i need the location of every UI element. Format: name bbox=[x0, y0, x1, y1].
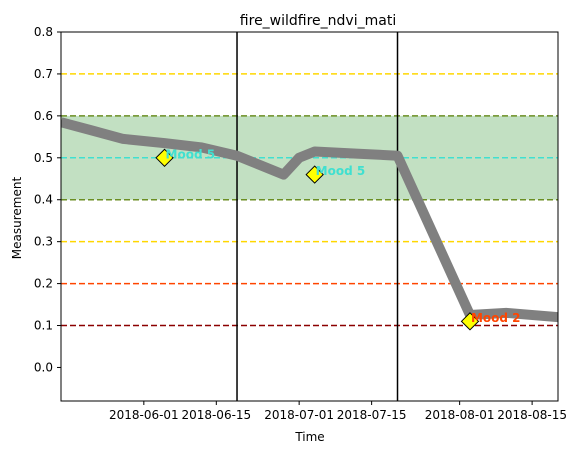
plot-area: Mood 5 Mood 5 Mood 2 0.0 0.1 0.2 0.3 0.4 0.5 0.6 0… bbox=[34, 25, 567, 422]
y-tick-label: 0.7 bbox=[34, 67, 53, 81]
x-tick-label: 2018-08-01 bbox=[425, 408, 495, 422]
y-tick-label: 0.3 bbox=[34, 235, 53, 249]
y-tick-label: 0.0 bbox=[34, 360, 53, 374]
plot-inner: Mood 5 Mood 5 Mood 2 bbox=[61, 32, 558, 401]
y-tick-label: 0.5 bbox=[34, 151, 53, 165]
y-tick-label: 0.4 bbox=[34, 193, 53, 207]
y-axis-label: Measurement bbox=[10, 177, 24, 260]
y-tick-label: 0.1 bbox=[34, 319, 53, 333]
chart-title: fire_wildfire_ndvi_mati bbox=[240, 13, 396, 29]
y-tick-label: 0.2 bbox=[34, 277, 53, 291]
x-tick-label: 2018-08-15 bbox=[497, 408, 567, 422]
marker-label: Mood 5 bbox=[166, 147, 216, 161]
x-tick-label: 2018-06-01 bbox=[109, 408, 179, 422]
x-tick-label: 2018-07-15 bbox=[337, 408, 407, 422]
y-tick-label: 0.6 bbox=[34, 109, 53, 123]
marker-label: Mood 5 bbox=[316, 164, 366, 178]
x-tick-label: 2018-07-01 bbox=[264, 408, 334, 422]
x-tick-label: 2018-06-15 bbox=[181, 408, 251, 422]
axes-frame bbox=[61, 32, 558, 401]
y-tick-label: 0.8 bbox=[34, 25, 53, 39]
x-axis-label: Time bbox=[294, 430, 324, 444]
marker-label: Mood 2 bbox=[471, 311, 521, 325]
